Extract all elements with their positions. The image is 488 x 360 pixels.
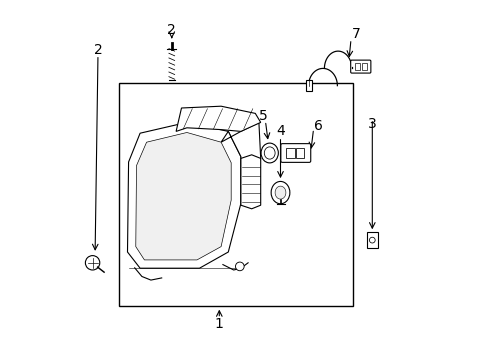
Bar [361,63,366,70]
Bar [354,63,360,70]
Polygon shape [127,122,241,268]
Circle shape [85,256,100,270]
Bar [118,83,352,306]
Text: 5: 5 [259,109,267,123]
Ellipse shape [261,143,278,163]
Bar [285,148,294,158]
Polygon shape [221,122,260,203]
Circle shape [235,262,244,271]
Text: 2: 2 [93,43,102,57]
Bar [305,80,311,91]
Polygon shape [241,155,260,209]
Bar [366,232,377,248]
Bar [296,148,304,158]
Ellipse shape [270,181,289,204]
Circle shape [368,237,374,243]
Text: 3: 3 [367,117,376,131]
Ellipse shape [264,147,275,159]
Polygon shape [176,106,260,131]
Text: 1: 1 [214,317,224,331]
Text: 2: 2 [167,23,176,36]
FancyBboxPatch shape [280,144,310,162]
Polygon shape [136,132,231,260]
Text: 4: 4 [276,125,285,138]
Text: 6: 6 [313,119,322,133]
Text: 7: 7 [351,27,360,41]
FancyBboxPatch shape [350,60,370,73]
Ellipse shape [275,186,285,199]
